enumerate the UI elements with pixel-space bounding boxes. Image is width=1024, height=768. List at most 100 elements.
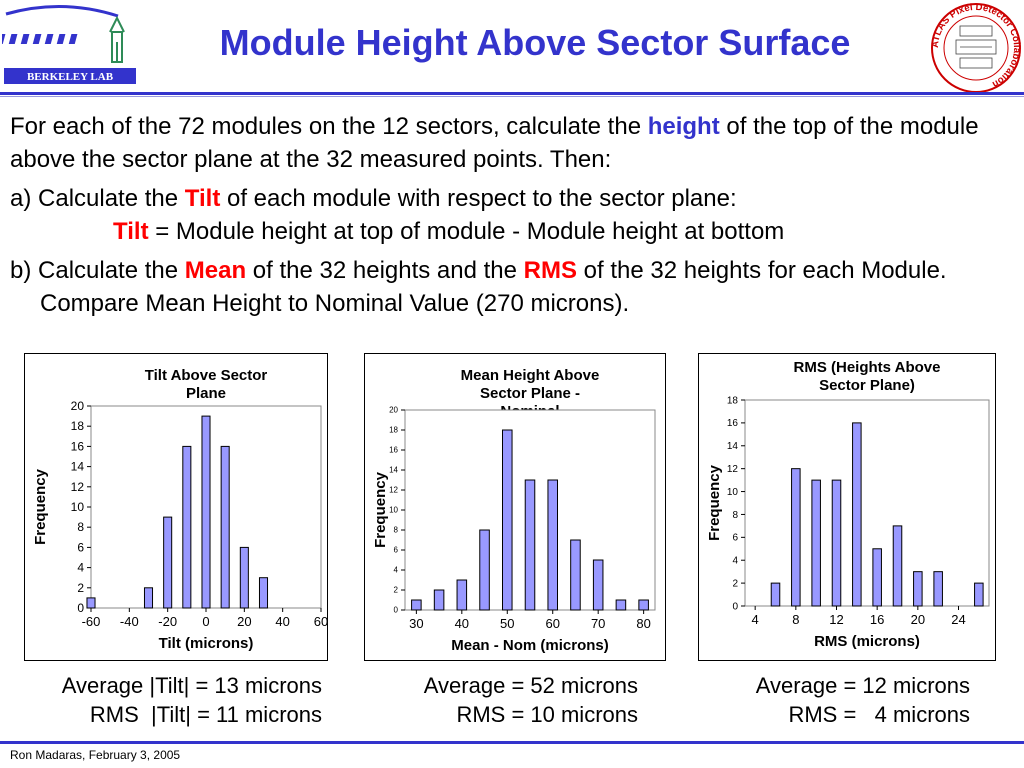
- step-b-text-1: b) Calculate the: [10, 257, 185, 284]
- chart-title-line: Sector Plane): [819, 377, 915, 394]
- x-tick-label: -20: [158, 614, 177, 629]
- keyword-tilt: Tilt: [184, 185, 221, 212]
- y-tick-label: 8: [732, 510, 738, 521]
- histogram-bar: [220, 445, 230, 609]
- chart-title-line: Mean Height Above: [461, 367, 600, 384]
- rms-chart-panel: RMS (Heights Above Sector Plane) 0 2 4 6 8 10 12…: [698, 353, 996, 661]
- y-tick-label: 8: [77, 520, 84, 534]
- tilt-average: Average |Tilt| = 13 microns: [61, 673, 322, 698]
- plot-area: [744, 399, 990, 607]
- mean-average: Average = 52 microns: [423, 673, 638, 698]
- y-tick-label: 4: [77, 561, 84, 575]
- tilt-definition-text: = Module height at top of module - Modul…: [148, 218, 785, 245]
- y-tick-label: 12: [727, 464, 739, 475]
- footer-credit: Ron Madaras, February 3, 2005: [10, 748, 181, 762]
- x-tick-label: 24: [951, 612, 965, 627]
- footer-divider: [0, 741, 1024, 744]
- tilt-rms: RMS |Tilt| = 11 microns: [89, 702, 322, 727]
- keyword-mean: Mean: [184, 257, 247, 284]
- y-tick-label: 10: [727, 487, 739, 498]
- y-tick-label: 12: [71, 480, 85, 494]
- x-tick-label: 0: [202, 614, 209, 629]
- step-b-text-3: of the 32 heights for each Module. Compa…: [40, 257, 947, 317]
- tilt-chart-panel: Tilt Above Sector Plane 0 2 4 6 8 10 12 14 16 18 20 -…: [24, 353, 328, 661]
- histogram-bar: [143, 587, 154, 609]
- y-tick-label: 16: [727, 418, 739, 429]
- histogram-bar: [615, 599, 627, 611]
- chart-title-line: Tilt Above Sector: [145, 367, 268, 384]
- tilt-definition: Tilt = Module height at top of module - …: [10, 215, 1020, 248]
- histogram-bar: [411, 599, 422, 611]
- x-tick-label: 60: [314, 614, 327, 629]
- histogram-bar: [433, 589, 445, 611]
- x-axis-label: RMS (microns): [814, 633, 920, 650]
- x-tick-label: 70: [591, 616, 605, 631]
- x-tick-label: -40: [120, 614, 139, 629]
- histogram-bar: [547, 479, 558, 611]
- x-tick-label: 50: [500, 616, 514, 631]
- chart-title: RMS (Heights Above Sector Plane): [794, 359, 941, 394]
- y-tick-label: 2: [77, 581, 84, 595]
- histogram-bar: [592, 559, 604, 611]
- keyword-tilt-definition: Tilt: [113, 218, 149, 245]
- y-tick-label: 20: [71, 399, 85, 413]
- x-tick-label: 80: [636, 616, 650, 631]
- histogram-bar: [791, 468, 801, 607]
- x-tick-label: 20: [237, 614, 251, 629]
- tilt-histogram: Tilt Above Sector Plane 0 2 4 6 8 10 12 14 16 18 20 -…: [32, 367, 327, 652]
- y-tick-label: 4: [732, 556, 738, 567]
- mean-stats: Average = 52 microns RMS = 10 microns: [388, 671, 638, 729]
- intro-text-2: of the top of the module above the secto…: [10, 113, 979, 173]
- step-a-paragraph: a) Calculate the Tilt of each module wit…: [10, 182, 1020, 215]
- x-tick-label: 4: [752, 612, 759, 627]
- x-tick-label: 60: [545, 616, 559, 631]
- y-tick-label: 14: [389, 466, 398, 475]
- rms-stats: Average = 12 microns RMS = 4 microns: [720, 671, 970, 729]
- y-axis-label: Frequency: [706, 464, 723, 541]
- berkeley-lab-logo-text: BERKELEY LAB: [27, 71, 114, 83]
- y-tick-label: 6: [77, 540, 84, 554]
- intro-text-1: For each of the 72 modules on the 12 sec…: [10, 113, 648, 140]
- histogram-bar: [163, 516, 173, 609]
- step-a-text-2: of each module with respect to the secto…: [220, 185, 737, 212]
- histogram-bar: [502, 429, 513, 611]
- chart-title-line: Plane: [186, 385, 226, 402]
- step-b-paragraph: b) Calculate the Mean of the 32 heights …: [10, 254, 1020, 320]
- histogram-bar: [913, 571, 923, 607]
- histogram-bar: [201, 415, 211, 609]
- y-axis-label: Frequency: [372, 471, 389, 548]
- step-b-text-2: of the 32 heights and the: [246, 257, 524, 284]
- histogram-bar: [258, 577, 269, 609]
- keyword-height: height: [647, 113, 720, 140]
- keyword-rms: RMS: [523, 257, 578, 284]
- y-tick-label: 4: [394, 566, 399, 575]
- body-text: For each of the 72 modules on the 12 sec…: [10, 110, 1020, 326]
- y-tick-label: 2: [394, 586, 399, 595]
- histogram-bar: [831, 479, 842, 607]
- y-tick-label: 0: [732, 601, 738, 612]
- histogram-bar: [638, 599, 649, 611]
- histogram-bar: [86, 597, 96, 609]
- chart-title-line: RMS (Heights Above: [794, 359, 941, 376]
- y-tick-label: 16: [71, 439, 85, 453]
- histogram-bar: [479, 529, 490, 611]
- chart-title: Tilt Above Sector Plane: [145, 367, 268, 402]
- tilt-stats: Average |Tilt| = 13 microns RMS |Tilt| = …: [20, 671, 322, 729]
- step-a-text-1: a) Calculate the: [10, 185, 185, 212]
- mean-rms: RMS = 10 microns: [456, 702, 638, 727]
- x-axis-label: Mean - Nom (microns): [451, 637, 609, 654]
- y-tick-label: 0: [394, 606, 399, 615]
- x-tick-label: 12: [829, 612, 843, 627]
- x-tick-label: 40: [455, 616, 469, 631]
- histogram-bar: [852, 422, 862, 607]
- y-tick-label: 6: [394, 546, 399, 555]
- y-tick-label: 20: [389, 406, 398, 415]
- x-tick-label: 30: [409, 616, 423, 631]
- rms-average: Average = 12 microns: [755, 673, 970, 698]
- histogram-bar: [239, 546, 249, 609]
- histogram-bar: [974, 582, 984, 607]
- y-tick-label: 18: [71, 419, 85, 433]
- y-tick-label: 12: [389, 486, 398, 495]
- intro-paragraph: For each of the 72 modules on the 12 sec…: [10, 110, 1020, 176]
